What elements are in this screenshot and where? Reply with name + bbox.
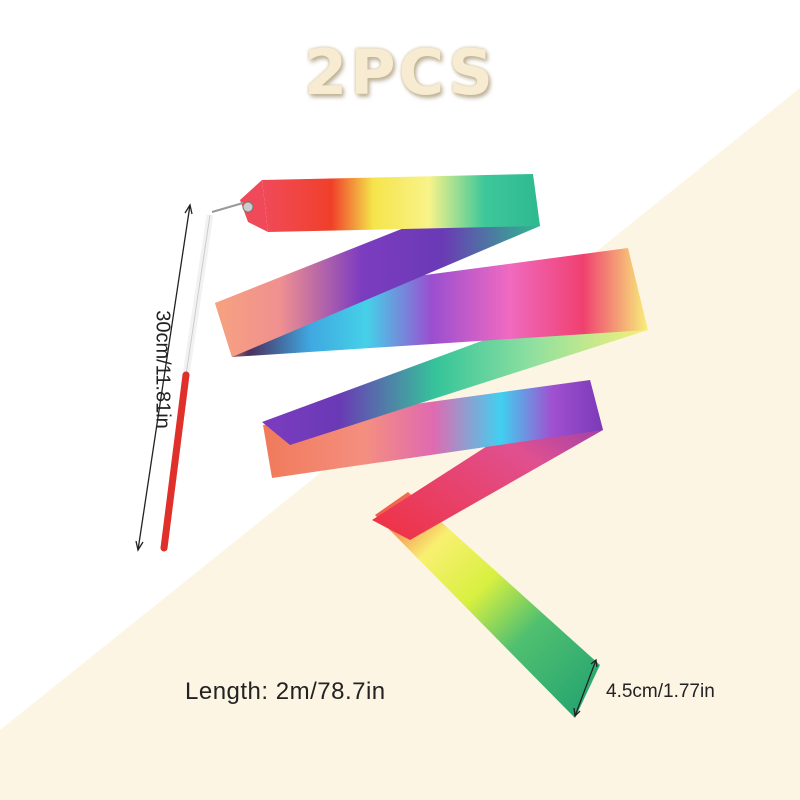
ribbon-segment-2 <box>215 248 648 357</box>
ribbon-segment-4 <box>263 380 603 478</box>
quantity-title: 2PCS <box>304 36 496 109</box>
dimension-arrow-icon <box>135 203 598 718</box>
stick-length-label: 30cm/11.81in <box>151 310 174 429</box>
ribbon <box>215 174 648 718</box>
ribbon-length-label: Length: 2m/78.7in <box>185 678 386 705</box>
grommet-icon <box>242 201 254 213</box>
ribbon-width-label: 4.5cm/1.77in <box>606 681 715 702</box>
ribbon-segment-0 <box>262 174 540 232</box>
ribbon-tag <box>240 180 268 232</box>
stick <box>160 202 244 552</box>
ribbon-segment-6 <box>375 492 600 718</box>
